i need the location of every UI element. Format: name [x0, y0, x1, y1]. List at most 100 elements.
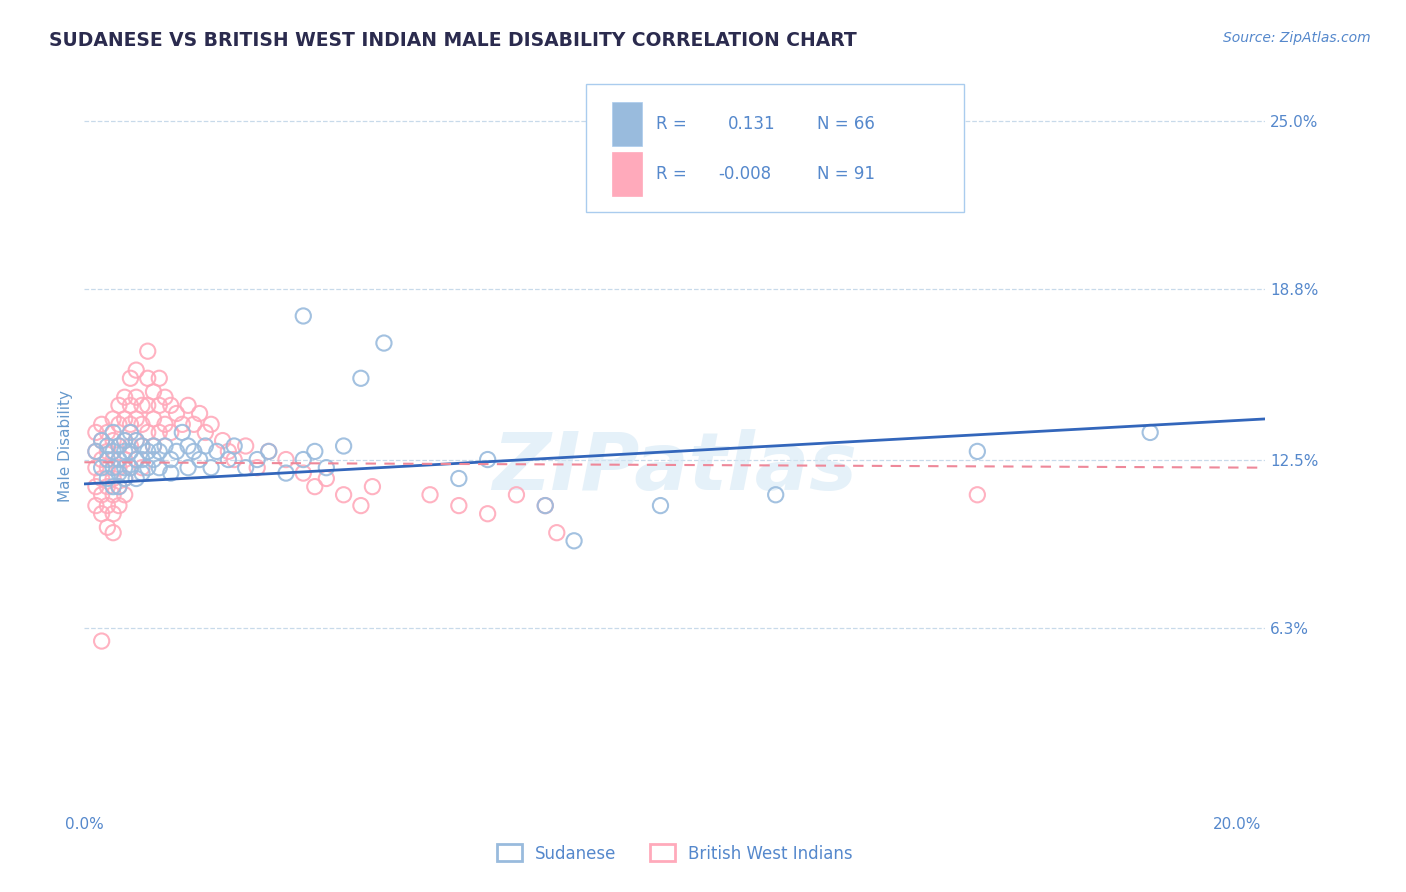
Point	[274, 452, 297, 467]
Point	[84, 480, 107, 494]
FancyBboxPatch shape	[612, 152, 641, 196]
Point	[120, 460, 142, 475]
Point	[194, 425, 217, 440]
Point	[84, 460, 107, 475]
Point	[96, 425, 118, 440]
Point	[332, 488, 354, 502]
Text: N = 91: N = 91	[817, 165, 875, 183]
Point	[96, 460, 118, 475]
Point	[101, 434, 124, 448]
Point	[108, 480, 131, 494]
Point	[136, 444, 159, 458]
Point	[148, 425, 170, 440]
Point	[96, 444, 118, 458]
Point	[153, 439, 176, 453]
Point	[125, 390, 148, 404]
Point	[125, 434, 148, 448]
Point	[101, 452, 124, 467]
Point	[546, 525, 568, 540]
Point	[159, 425, 181, 440]
Point	[136, 371, 159, 385]
Point	[90, 634, 112, 648]
FancyBboxPatch shape	[586, 84, 965, 212]
Point	[177, 439, 200, 453]
Point	[114, 444, 136, 458]
Point	[101, 507, 124, 521]
Point	[90, 471, 112, 485]
Point	[108, 417, 131, 432]
Point	[419, 488, 441, 502]
Point	[114, 460, 136, 475]
Point	[188, 407, 211, 421]
Point	[101, 425, 124, 440]
Point	[217, 452, 239, 467]
Point	[108, 398, 131, 412]
Point	[966, 444, 988, 458]
Point	[153, 390, 176, 404]
Point	[108, 460, 131, 475]
Point	[96, 452, 118, 467]
Point	[177, 460, 200, 475]
Point	[292, 452, 315, 467]
Point	[101, 460, 124, 475]
Point	[148, 460, 170, 475]
Point	[125, 471, 148, 485]
Point	[84, 425, 107, 440]
Point	[166, 407, 188, 421]
Point	[131, 460, 153, 475]
Point	[172, 425, 194, 440]
Point	[90, 488, 112, 502]
Text: N = 66: N = 66	[817, 115, 875, 133]
Point	[114, 452, 136, 467]
Point	[142, 452, 165, 467]
Point	[304, 480, 326, 494]
Text: R =: R =	[657, 115, 686, 133]
Point	[120, 439, 142, 453]
Point	[136, 398, 159, 412]
Point	[120, 425, 142, 440]
Point	[315, 460, 337, 475]
Point	[159, 452, 181, 467]
Point	[108, 499, 131, 513]
Point	[224, 439, 246, 453]
Point	[235, 460, 257, 475]
Point	[148, 371, 170, 385]
Point	[114, 412, 136, 426]
Point	[332, 439, 354, 453]
Point	[125, 363, 148, 377]
Point	[292, 309, 315, 323]
Point	[120, 460, 142, 475]
Point	[131, 452, 153, 467]
Point	[217, 444, 239, 458]
Point	[183, 417, 205, 432]
Point	[131, 398, 153, 412]
Point	[142, 439, 165, 453]
Point	[142, 384, 165, 399]
Point	[101, 471, 124, 485]
Y-axis label: Male Disability: Male Disability	[58, 390, 73, 502]
Text: R =: R =	[657, 165, 686, 183]
Point	[125, 434, 148, 448]
Point	[562, 533, 585, 548]
Point	[90, 417, 112, 432]
Point	[114, 434, 136, 448]
Point	[211, 434, 233, 448]
Point	[505, 488, 527, 502]
Point	[292, 466, 315, 480]
Point	[172, 417, 194, 432]
Point	[373, 336, 395, 351]
Point	[188, 452, 211, 467]
Point	[166, 444, 188, 458]
Point	[96, 520, 118, 534]
Point	[101, 444, 124, 458]
Point	[96, 439, 118, 453]
Text: -0.008: -0.008	[718, 165, 772, 183]
Point	[125, 452, 148, 467]
Text: ZIPatlas: ZIPatlas	[492, 429, 858, 507]
Point	[447, 499, 470, 513]
Point	[108, 439, 131, 453]
Point	[90, 460, 112, 475]
Point	[84, 499, 107, 513]
Point	[90, 507, 112, 521]
Point	[96, 471, 118, 485]
